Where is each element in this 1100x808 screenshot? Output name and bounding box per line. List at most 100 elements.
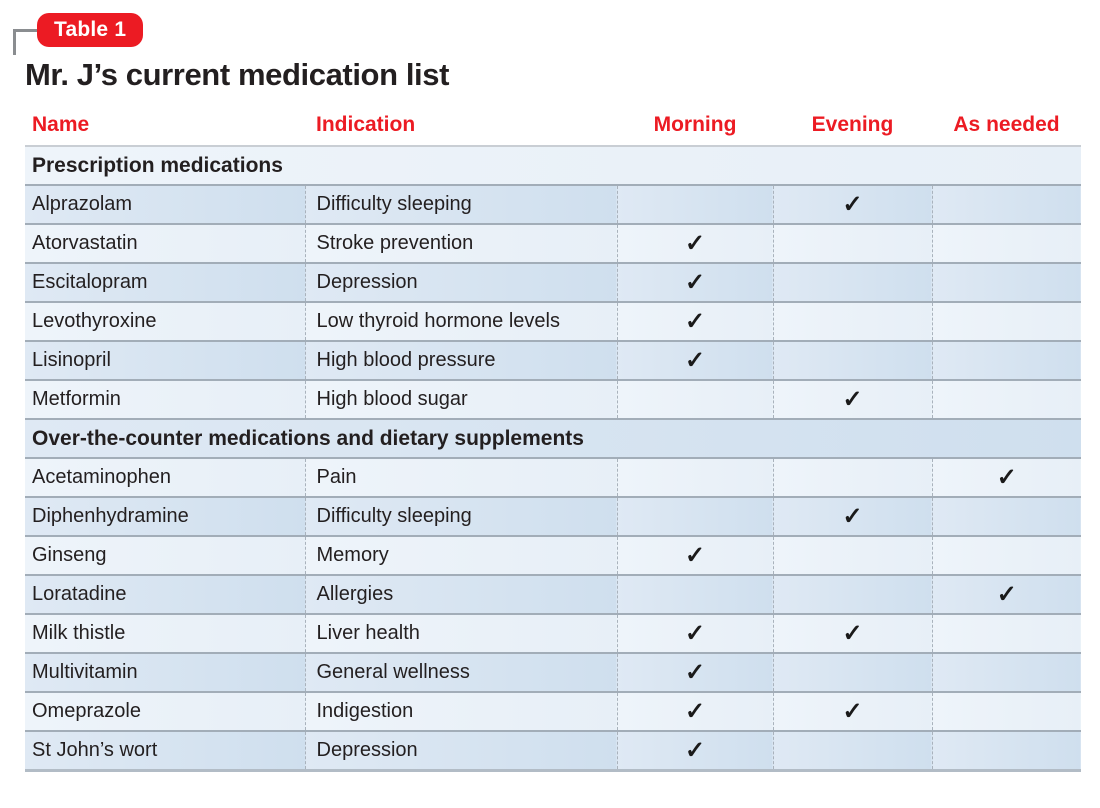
cell-evening: [772, 574, 932, 614]
section-header-row: Over-the-counter medications and dietary…: [25, 418, 1081, 458]
cell-indication: Allergies: [304, 574, 617, 614]
cell-indication: Indigestion: [304, 691, 617, 731]
check-icon: ✓: [684, 620, 706, 647]
check-icon: ✓: [996, 581, 1017, 608]
table-row: Lisinopril High blood pressure ✓: [25, 340, 1081, 380]
cell-evening: ✓: [772, 496, 932, 536]
check-icon: ✓: [842, 191, 863, 218]
cell-evening: [772, 730, 932, 772]
check-icon: ✓: [684, 736, 706, 764]
cell-name: St John’s wort: [25, 730, 305, 772]
column-header-morning: Morning: [617, 110, 773, 147]
cell-as-needed: ✓: [931, 457, 1081, 497]
table-row: Ginseng Memory ✓: [25, 535, 1081, 575]
column-header-name: Name: [25, 110, 305, 147]
check-icon: ✓: [842, 698, 863, 725]
cell-evening: [772, 652, 932, 692]
cell-name: Milk thistle: [25, 613, 305, 653]
table-row: Metformin High blood sugar ✓: [25, 379, 1081, 419]
cell-evening: [772, 262, 932, 302]
cell-indication: Difficulty sleeping: [304, 184, 617, 224]
cell-name: Alprazolam: [25, 184, 305, 224]
cell-name: Loratadine: [25, 574, 305, 614]
table-header: Name Indication Morning Evening As neede…: [25, 110, 1081, 147]
medication-table-body: Prescription medications Alprazolam Diffic…: [25, 146, 1081, 772]
medication-table: Name Indication Morning Evening As neede…: [25, 110, 1081, 772]
check-icon: ✓: [842, 503, 863, 530]
cell-evening: ✓: [772, 184, 932, 224]
check-icon: ✓: [842, 620, 863, 647]
cell-name: Ginseng: [25, 535, 305, 575]
cell-name: Multivitamin: [25, 652, 305, 692]
cell-as-needed: [931, 262, 1081, 302]
cell-as-needed: [931, 535, 1081, 575]
cell-name: Omeprazole: [25, 691, 305, 731]
check-icon: ✓: [996, 464, 1017, 491]
section-header-label: Prescription medications: [25, 146, 1081, 185]
cell-as-needed: [931, 301, 1081, 341]
cell-indication: Memory: [304, 535, 617, 575]
cell-morning: ✓: [616, 301, 773, 341]
cell-indication: Depression: [304, 730, 617, 772]
check-icon: ✓: [842, 386, 863, 413]
cell-as-needed: ✓: [931, 574, 1081, 614]
column-header-evening: Evening: [773, 110, 932, 147]
cell-morning: [616, 496, 773, 536]
cell-name: Lisinopril: [25, 340, 305, 380]
cell-indication: High blood sugar: [304, 379, 617, 419]
cell-indication: Depression: [304, 262, 617, 302]
cell-indication: General wellness: [304, 652, 617, 692]
cell-as-needed: [931, 652, 1081, 692]
cell-evening: [772, 457, 932, 497]
cell-as-needed: [931, 379, 1081, 419]
cell-name: Diphenhydramine: [25, 496, 305, 536]
table-row: Escitalopram Depression ✓: [25, 262, 1081, 302]
table-row: Omeprazole Indigestion ✓ ✓: [25, 691, 1081, 731]
cell-indication: Pain: [304, 457, 617, 497]
table-row: Milk thistle Liver health ✓ ✓: [25, 613, 1081, 653]
table-row: Diphenhydramine Difficulty sleeping ✓: [25, 496, 1081, 536]
cell-evening: [772, 223, 932, 263]
corner-bracket-vertical: [13, 29, 16, 55]
table-row: Levothyroxine Low thyroid hormone levels ✓: [25, 301, 1081, 341]
section-header-row: Prescription medications: [25, 146, 1081, 185]
section-header-label: Over-the-counter medications and dietary…: [25, 418, 1081, 458]
cell-evening: [772, 301, 932, 341]
cell-name: Levothyroxine: [25, 301, 305, 341]
table-row: Multivitamin General wellness ✓: [25, 652, 1081, 692]
cell-morning: [616, 379, 773, 419]
check-icon: ✓: [684, 269, 706, 296]
cell-morning: ✓: [616, 613, 773, 653]
corner-bracket-horizontal: [13, 29, 60, 32]
cell-evening: ✓: [772, 613, 932, 653]
table-row: Atorvastatin Stroke prevention ✓: [25, 223, 1081, 263]
table-row: Loratadine Allergies ✓: [25, 574, 1081, 614]
cell-morning: [616, 184, 773, 224]
cell-morning: ✓: [616, 652, 773, 692]
cell-morning: ✓: [616, 340, 773, 380]
cell-morning: ✓: [616, 730, 773, 772]
cell-as-needed: [931, 730, 1081, 772]
table-row: Acetaminophen Pain ✓: [25, 457, 1081, 497]
check-icon: ✓: [684, 347, 706, 374]
cell-indication: High blood pressure: [304, 340, 617, 380]
check-icon: ✓: [684, 542, 706, 569]
table-row: Alprazolam Difficulty sleeping ✓: [25, 184, 1081, 224]
table-row: St John’s wort Depression ✓: [25, 730, 1081, 772]
cell-as-needed: [931, 184, 1081, 224]
cell-indication: Liver health: [304, 613, 617, 653]
column-header-indication: Indication: [305, 110, 617, 147]
cell-as-needed: [931, 340, 1081, 380]
check-icon: ✓: [684, 230, 706, 257]
cell-morning: ✓: [616, 223, 773, 263]
page-title: Mr. J’s current medication list: [25, 57, 450, 92]
cell-morning: [616, 457, 773, 497]
cell-morning: [616, 574, 773, 614]
cell-as-needed: [931, 223, 1081, 263]
cell-evening: [772, 340, 932, 380]
cell-morning: ✓: [616, 535, 773, 575]
cell-as-needed: [931, 613, 1081, 653]
cell-indication: Stroke prevention: [304, 223, 617, 263]
cell-name: Atorvastatin: [25, 223, 305, 263]
cell-morning: ✓: [616, 262, 773, 302]
